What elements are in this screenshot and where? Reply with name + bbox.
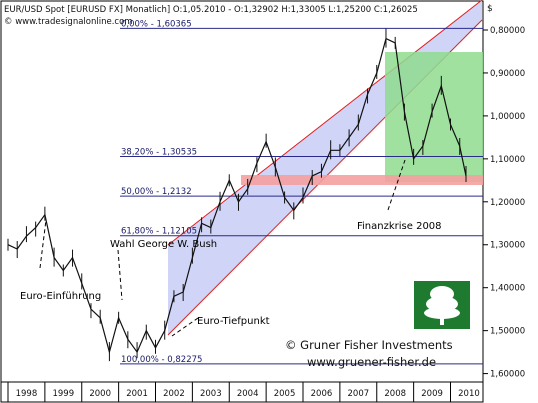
euro-launch-arrow — [39, 219, 47, 269]
crisis-zone-box — [385, 52, 483, 182]
annotations: Euro-Einführung Wahl George W. Bush Euro… — [20, 159, 442, 337]
x-axis: 1998 1999 2000 2001 2002 2003 2004 2005 2006 2007… — [0, 381, 484, 403]
fib-label: 0,00% - 1,60365 — [121, 19, 192, 29]
y-tick-label: 1,00000 — [490, 112, 525, 122]
y-tick-label: 0,80000 — [490, 26, 525, 36]
x-tick-label: 2006 — [311, 389, 333, 399]
bush-label: Wahl George W. Bush — [110, 239, 217, 250]
branding: © Gruner Fisher Investments www.gruener-… — [285, 281, 470, 369]
copyright-text: © www.tradesignalonline.com — [4, 17, 133, 27]
currency-symbol: $ — [487, 4, 493, 14]
fib-label: 50,00% - 1,2132 — [121, 187, 192, 197]
y-tick-label: 1,50000 — [490, 327, 525, 337]
crisis-label: Finanzkrise 2008 — [357, 221, 442, 232]
fib-label: 38,20% - 1,30535 — [121, 148, 197, 158]
website-url: www.gruener-fisher.de — [307, 355, 436, 369]
x-tick-label: 2003 — [200, 389, 222, 399]
crisis-arrow — [387, 159, 406, 211]
fib-label: 61,80% - 1,12105 — [121, 227, 197, 237]
x-tick-label: 2000 — [89, 389, 111, 399]
y-axis: 0,80000 0,90000 1,00000 1,10000 1,20000 1,300… — [483, 26, 525, 380]
x-tick-label: 2001 — [126, 389, 148, 399]
tree-icon — [424, 286, 460, 325]
x-tick-label: 2010 — [458, 389, 480, 399]
y-tick-label: 1,40000 — [490, 284, 525, 294]
bush-arrow — [117, 249, 123, 301]
y-tick-label: 1,10000 — [490, 155, 525, 165]
company-name: © Gruner Fisher Investments — [285, 338, 453, 352]
y-tick-label: 1,30000 — [490, 241, 525, 251]
x-tick-label: 2002 — [163, 389, 185, 399]
price-series — [7, 28, 467, 362]
euro-launch-label: Euro-Einführung — [20, 291, 101, 302]
euro-low-arrow — [171, 317, 199, 337]
x-tick-label: 2009 — [421, 389, 443, 399]
x-tick-label: 2005 — [274, 389, 296, 399]
y-tick-label: 0,90000 — [490, 69, 525, 79]
x-tick-label: 2008 — [384, 389, 406, 399]
y-tick-label: 1,20000 — [490, 198, 525, 208]
x-tick-label: 1999 — [52, 389, 74, 399]
y-tick-label: 1,60000 — [490, 370, 525, 380]
support-band — [241, 175, 483, 185]
x-axis-strip — [0, 381, 484, 403]
x-tick-label: 1998 — [16, 389, 38, 399]
x-tick-label: 2007 — [348, 389, 370, 399]
x-tick-label: 2004 — [237, 389, 259, 399]
fib-label: 100,00% - 0,82275 — [121, 355, 202, 365]
euro-low-label: Euro-Tiefpunkt — [197, 316, 270, 327]
fibonacci-levels: 0,00% - 1,60365 38,20% - 1,30535 50,00% - … — [120, 19, 483, 365]
chart-title: EUR/USD Spot [EURUSD FX] Monatlich] O:1,… — [4, 5, 418, 15]
